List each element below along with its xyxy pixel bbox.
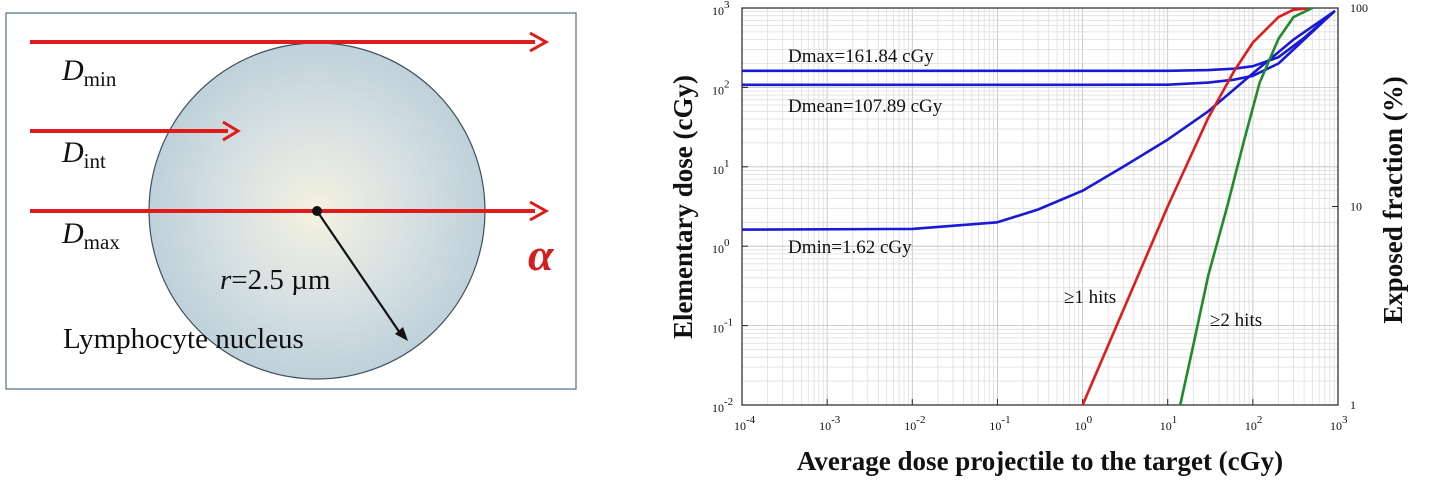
tick-labels: 10-4 10-3 10-2 10-1 100 101 102 10310-210-11001… <box>712 0 1368 433</box>
radius-label: r=2.5 µm <box>220 264 331 296</box>
annotation-1-hits: ≥1 hits <box>1064 287 1116 308</box>
grid <box>741 8 1338 406</box>
y2-tick-label: 1 <box>1350 398 1356 412</box>
series-line-0 <box>742 10 1336 73</box>
y-tick-label: 10-1 <box>712 317 733 336</box>
series-line-4 <box>1178 8 1314 405</box>
series-lines <box>742 8 1336 405</box>
nucleus-label: Lymphocyte nucleus <box>63 323 304 355</box>
radius-arrow <box>316 210 401 334</box>
beam-dmax <box>30 200 550 222</box>
beam-dmin <box>30 31 550 53</box>
series-line-1 <box>742 10 1336 87</box>
y-tick-label: 10-2 <box>712 396 733 415</box>
annotation-dmax: Dmax=161.84 cGy <box>788 46 934 67</box>
y-axis-title: Elementary dose (cGy) <box>668 75 698 339</box>
y-tick-label: 100 <box>712 237 730 256</box>
annotation-dmean: Dmean=107.89 cGy <box>788 96 943 117</box>
annotation-2-hits: ≥2 hits <box>1210 310 1262 331</box>
label-dmin: Dmin <box>61 54 117 91</box>
series-line-2 <box>742 10 1336 231</box>
nucleus-diagram: Dmin Dint Dmax r=2.5 µm Lymphocyte nucle… <box>5 12 577 390</box>
radius-arrowhead <box>395 327 408 341</box>
x-tick-label: 10-3 <box>819 414 841 433</box>
y2-tick-label: 100 <box>1350 1 1368 15</box>
x-tick-label: 102 <box>1245 414 1263 433</box>
x-tick-label: 103 <box>1330 414 1348 433</box>
label-dmax: Dmax <box>61 217 120 254</box>
x-tick-label: 10-1 <box>989 414 1010 433</box>
y2-axis-title: Exposed fraction (%) <box>1378 76 1408 323</box>
y-tick-label: 101 <box>712 158 730 177</box>
x-tick-label: 100 <box>1075 414 1093 433</box>
series-line-3 <box>1081 8 1314 405</box>
y-tick-label: 103 <box>712 0 730 18</box>
dose-chart: 10-4 10-3 10-2 10-1 100 101 102 10310-210-11001… <box>668 0 1408 476</box>
annotation-dmin: Dmin=1.62 cGy <box>788 237 912 258</box>
alpha-particle-label: α <box>528 229 555 280</box>
y-tick-label: 102 <box>712 78 730 97</box>
x-axis-title: Average dose projectile to the target (c… <box>797 446 1283 476</box>
x-tick-label: 10-2 <box>904 414 925 433</box>
x-tick-label: 10-4 <box>734 414 756 433</box>
label-dint: Dint <box>61 136 106 173</box>
y2-tick-label: 10 <box>1350 200 1362 214</box>
x-tick-label: 101 <box>1160 414 1178 433</box>
beam-dint <box>30 120 241 142</box>
